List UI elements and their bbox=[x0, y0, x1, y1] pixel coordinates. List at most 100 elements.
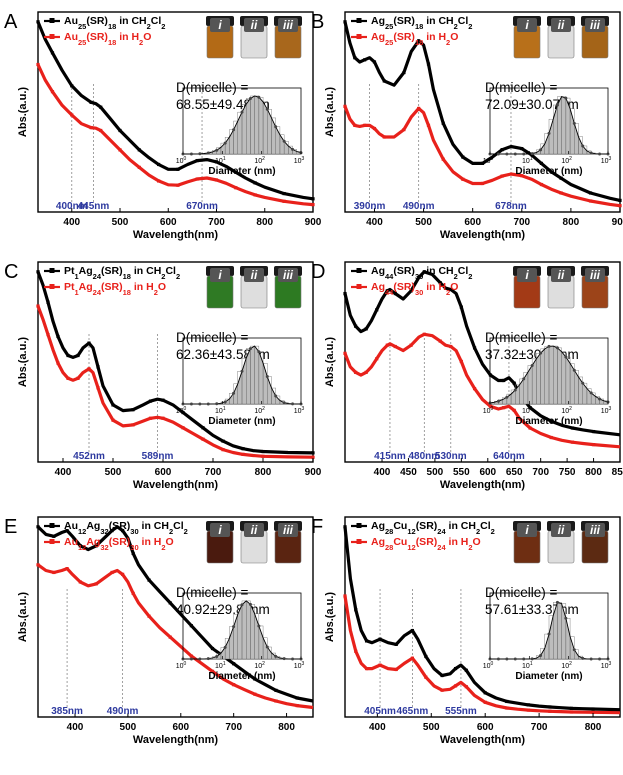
inset-x-title: Diameter (nm) bbox=[515, 166, 582, 177]
inset-tick-label: 100 bbox=[176, 661, 187, 670]
legend-text-part: Cu bbox=[393, 536, 407, 548]
data-point bbox=[549, 435, 553, 440]
inset-point bbox=[198, 402, 202, 406]
vial-label: iii bbox=[283, 268, 294, 282]
inset-point bbox=[589, 657, 593, 661]
inset-x-title: Diameter (nm) bbox=[208, 166, 275, 177]
data-point bbox=[36, 525, 40, 529]
x-tick-label: 400 bbox=[366, 217, 383, 228]
legend-subscript: 24 bbox=[437, 543, 446, 552]
series-line-h2o bbox=[343, 105, 621, 208]
legend-swatch-marker bbox=[356, 268, 362, 273]
legend-subscript: 12 bbox=[78, 527, 86, 536]
data-point bbox=[94, 582, 98, 586]
data-point bbox=[426, 62, 431, 66]
data-point bbox=[221, 439, 225, 443]
data-point bbox=[417, 39, 421, 43]
x-tick-label: 800 bbox=[585, 722, 602, 733]
vial-label-bg bbox=[585, 523, 605, 537]
legend-subscript: 18 bbox=[123, 272, 131, 281]
legend-text-part: in H bbox=[139, 536, 162, 548]
legend-subscript: 18 bbox=[123, 288, 131, 297]
data-point bbox=[526, 703, 530, 707]
y-axis-title: Abs.(a.u.) bbox=[17, 87, 29, 137]
data-point bbox=[548, 705, 552, 709]
x-tick-label: 500 bbox=[105, 467, 122, 478]
x-tick-label: 550 bbox=[453, 467, 470, 478]
data-point bbox=[559, 176, 563, 180]
inset-tick-base: 10 bbox=[483, 158, 491, 165]
data-point bbox=[46, 300, 50, 304]
inset-tick-exponent: 2 bbox=[569, 156, 572, 162]
data-point bbox=[52, 534, 56, 538]
data-point bbox=[110, 570, 114, 575]
inset-point bbox=[240, 603, 244, 607]
inset-tick-base: 10 bbox=[176, 158, 184, 165]
data-point bbox=[354, 608, 358, 612]
data-point bbox=[189, 654, 193, 658]
data-point bbox=[422, 270, 426, 274]
vial-label-bg bbox=[210, 18, 230, 32]
legend-subscript: 25 bbox=[385, 22, 393, 31]
vial-label: ii bbox=[251, 18, 258, 32]
data-point bbox=[214, 178, 219, 182]
inset-tick-label: 102 bbox=[254, 156, 265, 165]
panel-letter: A bbox=[4, 11, 18, 33]
sample-vial: iii bbox=[581, 16, 609, 59]
data-point bbox=[157, 179, 161, 183]
legend-text-part: Ag bbox=[86, 520, 100, 532]
inset-point bbox=[282, 139, 286, 143]
x-tick-label: 900 bbox=[305, 467, 322, 478]
inset-point bbox=[274, 654, 278, 658]
data-point bbox=[353, 123, 357, 127]
data-point bbox=[453, 666, 458, 671]
inset-point bbox=[223, 645, 227, 649]
x-axis-title: Wavelength(nm) bbox=[440, 479, 525, 491]
data-point bbox=[459, 305, 463, 309]
peak-label: 400nm bbox=[56, 201, 88, 212]
legend-text-part: in CH bbox=[423, 15, 453, 27]
inset-tick-exponent: 3 bbox=[302, 406, 305, 412]
legend-text-part: Ag bbox=[371, 536, 385, 548]
data-point bbox=[78, 580, 82, 584]
data-point bbox=[449, 344, 453, 349]
inset-tick-exponent: 1 bbox=[530, 661, 533, 667]
sample-vial: i bbox=[513, 521, 541, 564]
data-point bbox=[121, 572, 125, 576]
data-point bbox=[548, 709, 552, 713]
inset-tick-base: 10 bbox=[254, 408, 262, 415]
x-tick-label: 600 bbox=[464, 217, 481, 228]
inset-tick-exponent: 2 bbox=[262, 406, 265, 412]
inset-point bbox=[581, 381, 585, 385]
data-point bbox=[65, 529, 69, 533]
inset-point bbox=[539, 148, 543, 152]
legend-subscript: 18 bbox=[415, 22, 423, 31]
data-point bbox=[36, 563, 40, 567]
data-point bbox=[76, 353, 80, 358]
sample-vial: ii bbox=[240, 521, 268, 564]
inset-point bbox=[581, 656, 585, 660]
data-point bbox=[343, 525, 347, 529]
x-tick-label: 500 bbox=[120, 722, 137, 733]
inset-point bbox=[547, 344, 551, 348]
legend-subscript: 12 bbox=[407, 527, 415, 536]
data-point bbox=[453, 684, 458, 688]
x-tick-label: 400 bbox=[374, 467, 391, 478]
legend-entry: Ag25(SR)18 in CH2Cl2 bbox=[371, 15, 472, 31]
inset-point bbox=[564, 616, 568, 620]
data-point bbox=[157, 162, 161, 167]
x-tick-label: 700 bbox=[205, 467, 222, 478]
inset-tick-exponent: 2 bbox=[569, 661, 572, 667]
data-point bbox=[526, 708, 530, 712]
legend-text-part: Ag bbox=[371, 265, 385, 277]
inset-point bbox=[240, 110, 244, 114]
legend-text-part: (SR) bbox=[416, 536, 438, 548]
plot-frame bbox=[344, 516, 621, 718]
data-point bbox=[426, 123, 431, 127]
data-point bbox=[189, 624, 193, 628]
legend-subscript: 25 bbox=[78, 22, 86, 31]
inset-tick-label: 101 bbox=[522, 661, 533, 670]
legend-text-part: O bbox=[450, 31, 458, 43]
x-tick-label: 600 bbox=[155, 467, 172, 478]
inset-point bbox=[265, 375, 269, 379]
